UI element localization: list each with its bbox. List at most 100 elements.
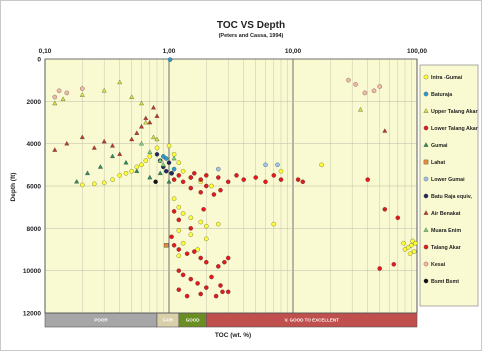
legend-marker	[423, 261, 429, 267]
data-point	[64, 140, 70, 146]
x-tick-label: 1,00	[163, 48, 176, 55]
data-point	[101, 138, 107, 144]
data-point	[204, 173, 209, 178]
data-point	[64, 90, 70, 96]
legend-marker	[423, 210, 429, 215]
data-point	[234, 173, 239, 178]
data-point	[222, 259, 227, 265]
plot-border	[44, 58, 418, 314]
data-point	[166, 179, 172, 184]
data-point	[163, 156, 169, 161]
data-point	[241, 177, 246, 182]
data-point	[188, 232, 194, 237]
y-tick-label: 10000	[23, 268, 41, 275]
data-point	[176, 268, 182, 273]
data-point	[213, 293, 219, 299]
data-point	[225, 289, 231, 295]
data-point	[346, 77, 351, 83]
data-point	[198, 255, 203, 261]
data-point	[216, 166, 221, 172]
data-point	[211, 192, 217, 197]
data-point	[151, 134, 156, 140]
data-point	[204, 223, 209, 229]
data-point	[180, 240, 186, 246]
data-point	[154, 152, 160, 157]
data-point	[171, 177, 177, 182]
data-point	[218, 187, 223, 193]
data-point	[85, 170, 90, 176]
data-point	[411, 249, 417, 254]
data-point	[204, 183, 209, 189]
legend-marker	[423, 244, 429, 250]
data-point	[74, 179, 80, 184]
data-point	[365, 177, 370, 182]
legend-label: Kesai	[431, 262, 446, 268]
y-axis-label: Depth (ft)	[10, 173, 17, 202]
plot-area: POOR FAIR GOOD V. GOOD TO EXCELLENT 0,10 1,00…	[23, 48, 427, 328]
data-point	[110, 143, 115, 148]
x-tick-label: 0,10	[39, 48, 52, 55]
data-point	[377, 266, 382, 271]
data-point	[353, 82, 358, 87]
data-point	[382, 128, 388, 133]
data-point	[371, 88, 377, 94]
data-point	[167, 57, 173, 62]
data-point	[157, 157, 163, 163]
legend-box	[419, 64, 479, 307]
data-point	[147, 119, 153, 125]
data-point	[176, 247, 182, 252]
data-point	[358, 107, 363, 112]
data-point	[139, 162, 144, 168]
data-point	[169, 171, 174, 176]
legend-marker	[423, 176, 429, 182]
data-point	[52, 147, 58, 152]
data-point	[184, 293, 190, 299]
data-point	[271, 221, 277, 227]
data-point	[195, 281, 200, 286]
data-point	[180, 211, 186, 216]
data-point	[395, 215, 401, 221]
legend-marker	[423, 91, 429, 97]
data-point	[80, 86, 85, 91]
data-point	[110, 177, 115, 182]
y-tick-label: 8000	[27, 226, 42, 233]
data-point	[157, 170, 163, 176]
data-point	[204, 285, 209, 290]
chart-subtitle: (Peters and Cassa, 1994)	[219, 33, 284, 39]
data-point	[176, 253, 182, 259]
data-point	[91, 145, 97, 150]
data-point	[362, 90, 368, 96]
data-point	[176, 287, 182, 292]
data-point	[198, 190, 203, 195]
data-point	[129, 168, 134, 174]
data-point	[225, 255, 231, 261]
data-point	[143, 115, 149, 120]
zone-label: FAIR	[163, 318, 174, 323]
data-point	[143, 158, 149, 163]
data-point	[263, 162, 268, 168]
data-point	[139, 100, 144, 106]
data-point	[171, 166, 177, 172]
data-point	[176, 228, 182, 233]
chart-title: TOC VS Depth	[217, 20, 285, 31]
data-point	[195, 247, 200, 252]
data-point	[171, 209, 177, 214]
data-point	[134, 168, 140, 173]
data-point	[188, 226, 194, 231]
data-point	[101, 180, 107, 186]
data-point	[154, 136, 160, 142]
legend-marker	[423, 108, 429, 113]
data-point	[216, 264, 221, 269]
legend-marker	[423, 227, 429, 232]
data-point	[171, 152, 177, 157]
data-point	[147, 174, 153, 180]
data-point	[169, 234, 174, 240]
data-point	[176, 160, 182, 165]
data-point	[117, 151, 123, 156]
data-point	[253, 175, 258, 180]
data-point	[192, 249, 197, 254]
legend-label: Lahat	[431, 160, 445, 166]
data-point	[171, 243, 177, 248]
data-point	[201, 207, 206, 212]
data-point	[407, 251, 413, 256]
